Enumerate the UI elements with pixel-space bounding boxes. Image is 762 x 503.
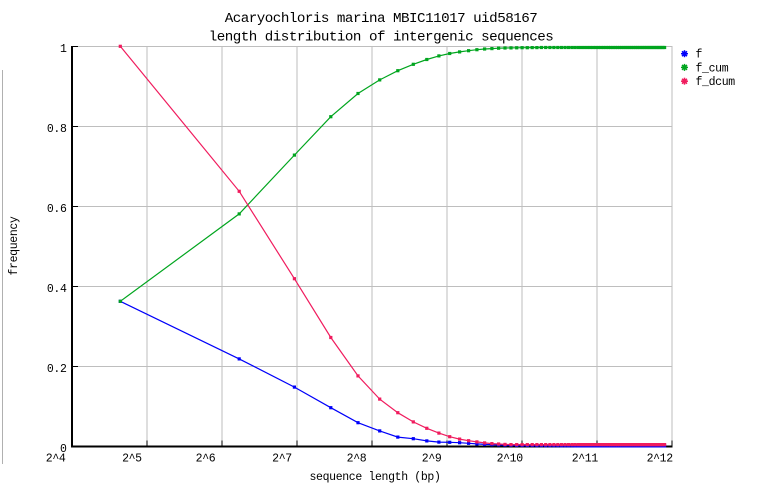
svg-text:2^4: 2^4 — [46, 453, 66, 466]
svg-text:0.4: 0.4 — [47, 283, 67, 296]
svg-text:0: 0 — [60, 443, 67, 456]
svg-text:2^7: 2^7 — [272, 453, 292, 466]
svg-text:Acaryochloris marina MBIC11017: Acaryochloris marina MBIC11017 uid58167 — [225, 11, 538, 27]
svg-text:2^6: 2^6 — [196, 453, 216, 466]
svg-text:2^10: 2^10 — [497, 453, 524, 466]
svg-text:length distribution of interge: length distribution of intergenic sequen… — [209, 30, 554, 46]
svg-text:f_cum: f_cum — [696, 62, 729, 75]
svg-text:0.8: 0.8 — [47, 123, 67, 136]
svg-text:f: f — [696, 49, 703, 62]
svg-text:2^5: 2^5 — [122, 453, 142, 466]
svg-text:frequency: frequency — [8, 216, 21, 275]
svg-text:0.2: 0.2 — [47, 363, 67, 376]
svg-text:0.6: 0.6 — [47, 203, 67, 216]
svg-text:f_dcum: f_dcum — [696, 76, 736, 89]
svg-text:2^11: 2^11 — [572, 453, 599, 466]
svg-text:2^8: 2^8 — [347, 453, 367, 466]
svg-text:1: 1 — [60, 43, 67, 56]
svg-text:2^9: 2^9 — [422, 453, 442, 466]
svg-text:2^12: 2^12 — [647, 453, 674, 466]
svg-text:sequence length (bp): sequence length (bp) — [309, 471, 440, 484]
